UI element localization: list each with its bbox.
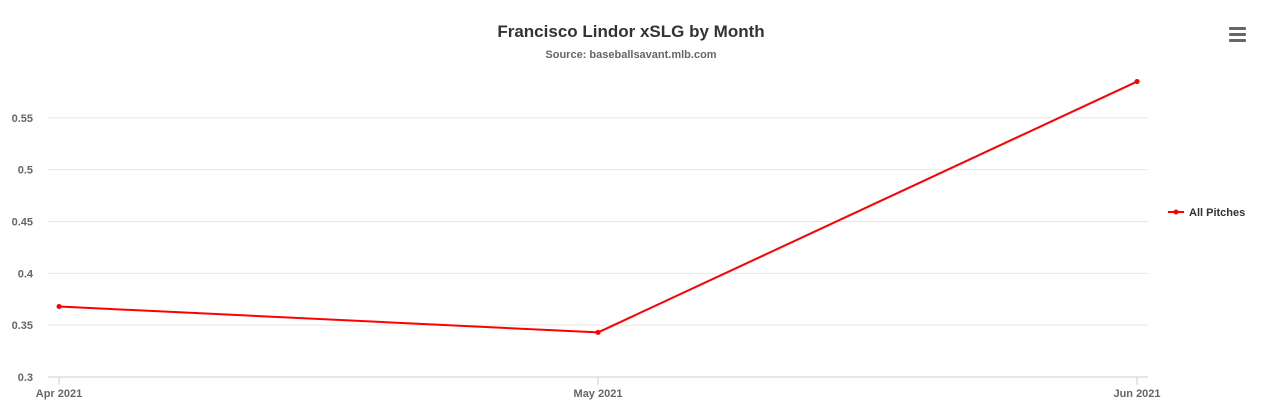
series-line[interactable] — [58, 80, 1138, 334]
data-point[interactable] — [595, 329, 601, 335]
grid-lines — [48, 117, 1148, 326]
chart-title: Francisco Lindor xSLG by Month — [497, 22, 764, 41]
y-tick-label: 0.45 — [12, 217, 33, 229]
y-tick-label: 0.4 — [18, 268, 34, 280]
x-tick-label: May 2021 — [574, 388, 623, 400]
legend[interactable]: All Pitches — [1168, 207, 1245, 219]
y-tick-label: 0.35 — [12, 320, 33, 332]
legend-label[interactable]: All Pitches — [1189, 207, 1245, 219]
y-tick-label: 0.3 — [18, 372, 33, 384]
hamburger-menu-icon[interactable] — [1226, 24, 1250, 44]
x-tick-label: Apr 2021 — [36, 388, 82, 400]
y-axis-tick-labels: 0.3 0.35 0.4 0.45 0.5 0.55 — [12, 113, 34, 384]
data-point[interactable] — [56, 304, 62, 310]
chart-subtitle: Source: baseballsavant.mlb.com — [545, 49, 716, 61]
series-layer — [56, 79, 1140, 335]
y-tick-label: 0.55 — [12, 113, 33, 125]
data-point[interactable] — [1134, 79, 1140, 85]
x-tick-label: Jun 2021 — [1113, 388, 1160, 400]
legend-marker — [1173, 209, 1179, 215]
x-axis: Apr 2021 May 2021 Jun 2021 — [36, 376, 1161, 400]
y-tick-label: 0.5 — [18, 165, 33, 177]
